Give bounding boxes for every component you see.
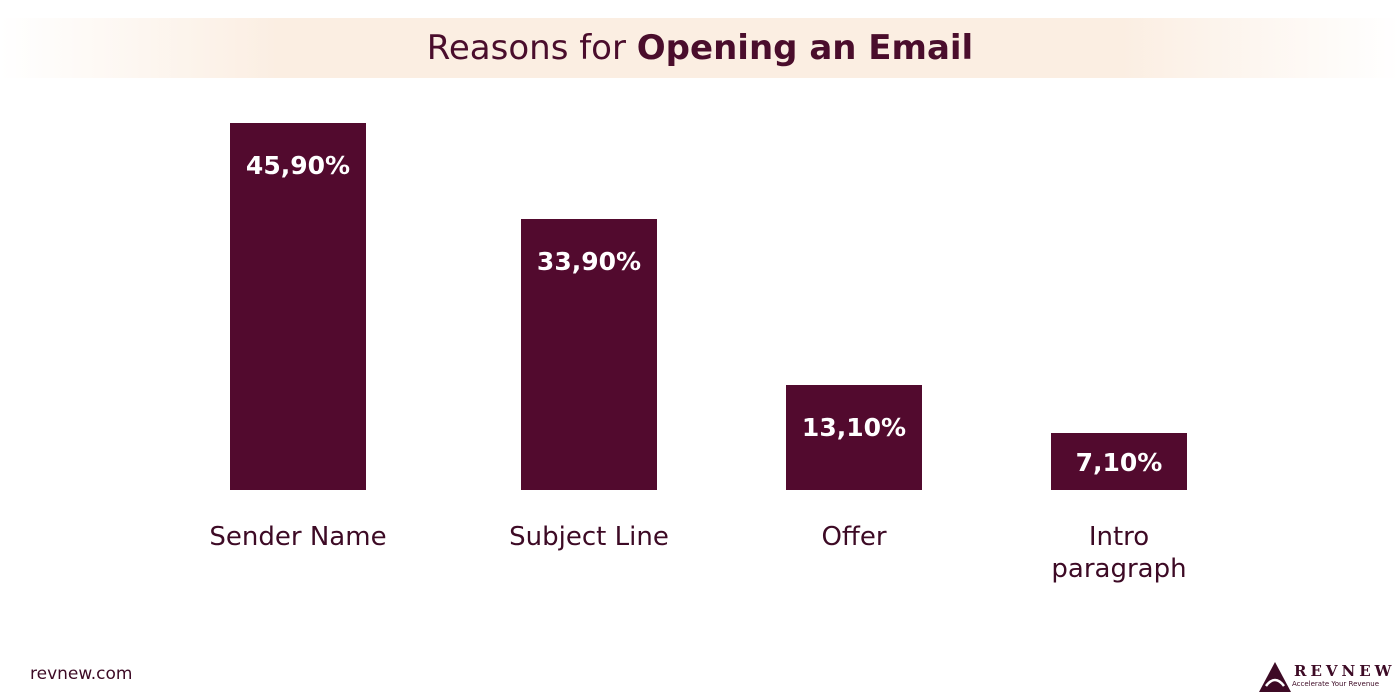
logo: REVNEW Accelerate Your Revenue <box>1258 660 1392 694</box>
chart-title: Reasons for Opening an Email <box>0 18 1400 78</box>
site-url: revnew.com <box>30 664 133 684</box>
value-label: 33,90% <box>536 246 642 276</box>
title-bold: Opening an Email <box>636 28 974 68</box>
logo-brand: REVNEW <box>1294 662 1396 680</box>
bar <box>521 218 657 490</box>
bar <box>230 122 366 490</box>
title-regular: Reasons for <box>426 28 626 68</box>
bar <box>1051 433 1187 490</box>
logo-tagline: Accelerate Your Revenue <box>1292 680 1380 688</box>
value-label: 45,90% <box>245 150 351 180</box>
logo-mark <box>1259 662 1291 692</box>
x-tick-label: Intro paragraph <box>1051 522 1187 584</box>
title-band <box>0 18 1400 78</box>
value-label: 7,10% <box>1075 447 1163 477</box>
x-tick-label: Offer <box>821 522 887 552</box>
x-tick-label: Sender Name <box>209 522 387 552</box>
x-tick-label: Subject Line <box>509 522 669 552</box>
value-label: 13,10% <box>801 413 907 443</box>
bar <box>786 385 922 490</box>
